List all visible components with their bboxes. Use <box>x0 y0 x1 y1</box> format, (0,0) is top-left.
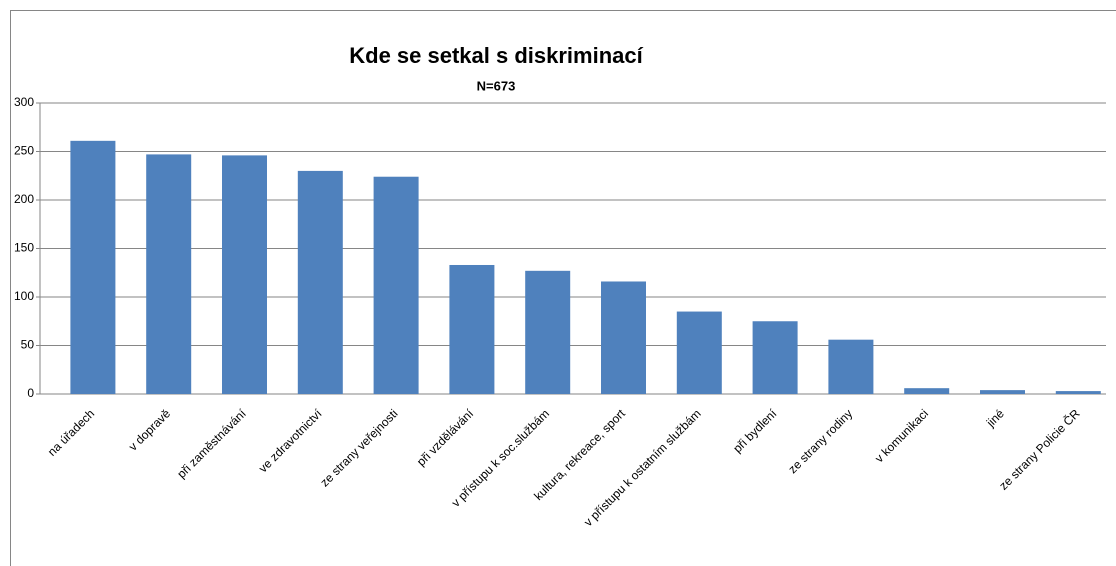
chart-subtitle: N=673 <box>477 78 516 93</box>
x-tick-label: na úřadech <box>45 406 97 458</box>
x-tick-label: při vzdělávání <box>414 406 477 469</box>
x-tick-label: v komunikaci <box>872 406 931 465</box>
x-tick-label: ze strany veřejnosti <box>317 406 400 489</box>
chart-title: Kde se setkal s diskriminací <box>349 43 643 68</box>
chart-border <box>10 10 1116 566</box>
x-tick-label: jiné <box>983 406 1007 430</box>
x-tick-label: ze strany Policie ČR <box>996 406 1083 493</box>
y-tick-label: 0 <box>27 386 34 400</box>
x-tick-label: v dopravě <box>126 406 173 453</box>
x-tick-label: při bydlení <box>730 406 780 456</box>
y-tick-label: 100 <box>14 289 34 303</box>
x-tick-label: při zaměstnávání <box>174 406 249 481</box>
y-tick-label: 150 <box>14 241 34 255</box>
x-tick-label: ve zdravotnictví <box>256 406 325 475</box>
bar <box>828 339 874 394</box>
bar <box>373 176 419 394</box>
bar <box>449 264 495 394</box>
bar <box>70 140 116 394</box>
bar <box>525 270 571 394</box>
bar <box>601 281 646 394</box>
bar <box>980 390 1025 394</box>
bar <box>297 170 343 394</box>
y-tick-label: 250 <box>14 144 34 158</box>
bar <box>752 321 798 394</box>
y-tick-label: 300 <box>14 95 34 109</box>
bar <box>904 388 950 394</box>
bar <box>1055 391 1101 394</box>
y-tick-label: 50 <box>21 338 35 352</box>
bar <box>146 154 192 394</box>
y-tick-label: 200 <box>14 192 34 206</box>
bar <box>222 155 267 394</box>
x-tick-label: ze strany rodiny <box>785 406 855 476</box>
bar <box>676 311 722 394</box>
